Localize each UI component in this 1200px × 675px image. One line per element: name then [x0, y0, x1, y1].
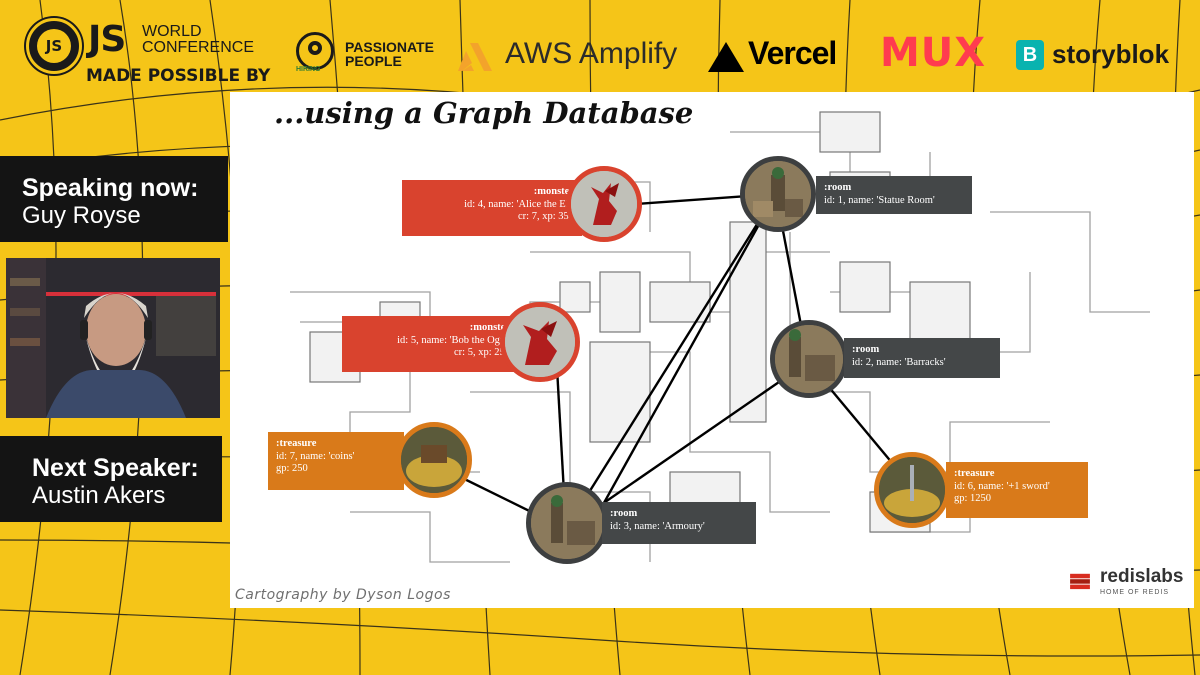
cartography-credit: Cartography by Dyson Logos [235, 587, 451, 603]
node-label-barracks: :room id: 2, name: 'Barracks' [844, 338, 1000, 378]
alice-type: :monster [533, 186, 574, 197]
aws-amplify-icon [458, 43, 492, 71]
speaking-now-name: Guy Royse [22, 202, 141, 229]
next-speaker-label: Next Speaker: [32, 454, 199, 482]
barracks-miniature-icon [775, 325, 843, 393]
node-label-statue-room: :room id: 1, name: 'Statue Room' [816, 176, 972, 214]
room-barracks-node [770, 320, 848, 398]
storyblok-text: storyblok [1052, 39, 1170, 69]
statue-line1: id: 1, name: 'Statue Room' [824, 194, 935, 206]
conference-line-2: CONFERENCE [142, 39, 255, 56]
webcam-scene [6, 258, 220, 418]
treasure-pile-icon [401, 427, 467, 493]
storyblok-icon: B [1016, 40, 1044, 70]
node-label-bob-the-ogre: :monster id: 5, name: 'Bob the Ogre' cr:… [342, 316, 518, 372]
js-badge-text: JS [37, 29, 71, 63]
treasure-sword-pile-icon [879, 457, 945, 523]
passionate-people-line-1: PASSIONATE [345, 39, 434, 55]
sword-line1: id: 6, name: '+1 sword' [954, 480, 1050, 492]
red-ogre-miniature-icon [505, 307, 575, 377]
node-label-coins: :treasure id: 7, name: 'coins' gp: 250 [268, 432, 404, 490]
next-speaker-panel: Next Speaker: Austin Akers [0, 436, 222, 522]
speaking-now-panel: Speaking now: Guy Royse [0, 156, 228, 242]
coins-type: :treasure [276, 438, 317, 449]
room-statue-node [740, 156, 816, 232]
redislabs-tagline: HOME OF REDIS [1100, 589, 1170, 596]
coins-line1: id: 7, name: 'coins' [276, 450, 355, 462]
speaking-now-label: Speaking now: [22, 174, 199, 202]
armoury-line1: id: 3, name: 'Armoury' [610, 520, 705, 532]
sponsor-header: JS JS WORLD CONFERENCE MADE POSSIBLE BY … [0, 0, 1200, 92]
passionate-people-line-2: PEOPLE [345, 53, 402, 69]
monster-bob-node [500, 302, 580, 382]
slide-title: ...using a Graph Database [274, 96, 694, 130]
bob-line2: cr: 5, xp: 250 [454, 347, 510, 358]
monster-alice-node [566, 166, 642, 242]
bob-type: :monster [469, 322, 510, 333]
treasure-sword-node [874, 452, 950, 528]
alice-line1: id: 4, name: 'Alice the Elf' [464, 198, 574, 210]
armoury-miniature-icon [531, 487, 603, 559]
sword-type: :treasure [954, 468, 995, 479]
redislabs-logo: redislabs HOME OF REDIS [1070, 566, 1190, 604]
statue-room-miniature-icon [745, 161, 811, 227]
passionate-people-hiring-tag: HIRING [296, 66, 321, 73]
treasure-coins-node [396, 422, 472, 498]
next-speaker-name: Austin Akers [32, 482, 166, 509]
red-dragon-miniature-icon [571, 171, 637, 237]
room-armoury-node [526, 482, 608, 564]
js-wordmark: JS [88, 19, 126, 60]
vercel-triangle-icon [708, 42, 744, 72]
conference-line-1: WORLD [142, 23, 202, 40]
barracks-type: :room [852, 344, 880, 355]
coins-line2: gp: 250 [276, 463, 308, 474]
node-label-armoury: :room id: 3, name: 'Armoury' [602, 502, 756, 544]
vercel-text: Vercel [748, 35, 837, 71]
js-badge-logo: JS [26, 18, 82, 74]
barracks-line1: id: 2, name: 'Barracks' [852, 356, 946, 368]
node-label-sword: :treasure id: 6, name: '+1 sword' gp: 12… [946, 462, 1088, 518]
alice-line2: cr: 7, xp: 350 [518, 211, 574, 222]
made-possible-by: MADE POSSIBLE BY [86, 66, 271, 86]
mux-logo: MUX [880, 30, 987, 76]
presentation-slide: ...using a Graph Database :monster id: 4… [230, 92, 1194, 608]
speaker-webcam-video [6, 258, 220, 418]
redislabs-name: redislabs [1100, 566, 1184, 587]
aws-amplify-text: AWS Amplify [505, 37, 678, 70]
node-label-alice-the-elf: :monster id: 4, name: 'Alice the Elf' cr… [402, 180, 582, 236]
sword-line2: gp: 1250 [954, 493, 992, 504]
passionate-people-icon [296, 32, 334, 70]
armoury-type: :room [610, 508, 638, 519]
redis-cube-icon [1070, 573, 1090, 590]
bob-line1: id: 5, name: 'Bob the Ogre' [397, 334, 510, 346]
statue-type: :room [824, 182, 852, 193]
